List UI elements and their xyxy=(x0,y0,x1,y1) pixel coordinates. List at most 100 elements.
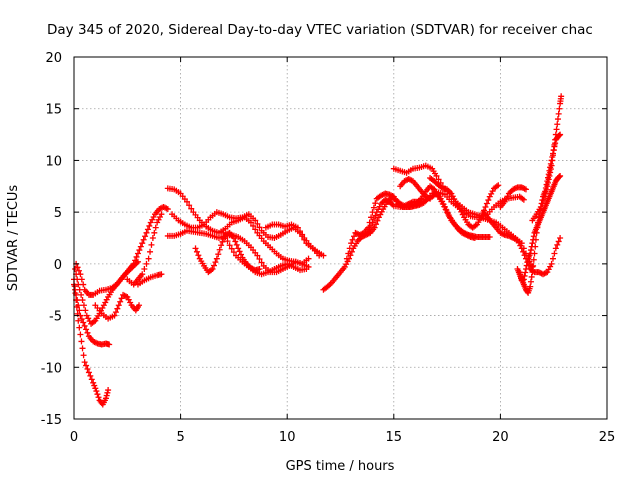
data-point xyxy=(541,270,548,277)
data-point xyxy=(299,231,306,238)
data-point xyxy=(549,152,556,159)
data-point xyxy=(218,242,225,249)
y-axis-label: SDTVAR / TECUs xyxy=(6,185,21,292)
data-point xyxy=(146,222,153,229)
data-point xyxy=(192,245,199,252)
data-point xyxy=(78,291,85,298)
data-point xyxy=(232,238,239,245)
data-point xyxy=(486,193,493,200)
data-point xyxy=(250,222,257,229)
data-point xyxy=(542,269,549,276)
chart-title: Day 345 of 2020, Sidereal Day-to-day VTE… xyxy=(47,22,593,38)
data-point xyxy=(252,226,259,233)
data-point xyxy=(530,262,537,269)
data-point xyxy=(558,93,565,100)
data-point xyxy=(238,251,245,258)
data-point xyxy=(147,248,154,255)
series-track-b xyxy=(71,281,113,348)
data-point xyxy=(247,219,254,226)
data-point xyxy=(143,260,150,267)
data-point xyxy=(547,263,554,270)
data-point xyxy=(143,229,150,236)
data-point xyxy=(540,197,547,204)
data-point xyxy=(216,246,223,253)
data-point xyxy=(557,172,564,179)
data-point xyxy=(530,256,537,263)
data-point xyxy=(75,302,82,309)
data-point xyxy=(554,116,561,123)
data-point xyxy=(77,331,84,338)
data-point xyxy=(137,243,144,250)
data-point xyxy=(130,260,137,267)
data-point xyxy=(507,189,514,196)
data-point xyxy=(90,379,97,386)
data-point xyxy=(556,132,563,139)
data-point xyxy=(144,226,151,233)
data-point xyxy=(353,230,360,237)
data-point xyxy=(554,241,561,248)
data-point xyxy=(296,228,303,235)
data-point xyxy=(193,248,200,255)
data-point xyxy=(548,260,555,267)
data-point xyxy=(114,305,121,312)
data-point xyxy=(94,391,101,398)
data-point xyxy=(84,366,91,373)
data-point xyxy=(535,219,542,226)
data-point xyxy=(209,266,216,273)
data-point xyxy=(547,166,554,173)
y-tick-label: 0 xyxy=(54,258,62,273)
data-point xyxy=(556,105,563,112)
x-axis-label: GPS time / hours xyxy=(286,459,395,474)
data-point xyxy=(85,315,92,322)
data-point xyxy=(222,233,229,240)
data-point xyxy=(195,252,202,259)
data-point xyxy=(79,345,86,352)
data-point xyxy=(230,235,237,241)
data-point xyxy=(550,147,557,154)
data-point xyxy=(151,229,158,236)
data-point xyxy=(111,312,118,319)
data-point xyxy=(451,196,458,203)
data-point xyxy=(106,341,113,348)
data-point xyxy=(518,245,525,252)
data-point xyxy=(224,238,231,245)
data-point xyxy=(348,240,355,247)
data-point xyxy=(105,387,112,394)
data-point xyxy=(87,372,94,379)
data-point xyxy=(254,220,261,227)
data-point xyxy=(537,203,544,210)
data-point xyxy=(366,226,373,233)
data-point xyxy=(80,319,87,326)
data-point xyxy=(152,224,159,231)
data-point xyxy=(444,210,451,217)
data-point xyxy=(80,302,87,309)
series-track-m xyxy=(262,221,327,259)
data-point xyxy=(515,239,522,246)
data-point xyxy=(74,297,81,304)
y-tick-label: 5 xyxy=(54,206,62,221)
data-point xyxy=(527,278,534,285)
data-point xyxy=(483,200,490,207)
data-point xyxy=(539,200,546,207)
data-point xyxy=(256,256,263,263)
data-point xyxy=(500,231,507,238)
data-point xyxy=(543,186,550,193)
data-point xyxy=(551,250,558,257)
data-point xyxy=(74,264,81,271)
data-point xyxy=(368,222,375,229)
data-point xyxy=(369,219,376,226)
plot-frame xyxy=(73,56,608,420)
data-point xyxy=(346,245,353,252)
data-point xyxy=(528,273,535,280)
data-point xyxy=(486,233,493,240)
data-point xyxy=(93,339,100,346)
data-point xyxy=(372,212,379,219)
data-point xyxy=(557,235,564,241)
data-point xyxy=(103,392,110,399)
data-point xyxy=(549,157,556,164)
data-point xyxy=(520,196,527,203)
data-point xyxy=(544,183,551,190)
data-point xyxy=(112,309,119,316)
data-point xyxy=(489,188,496,195)
